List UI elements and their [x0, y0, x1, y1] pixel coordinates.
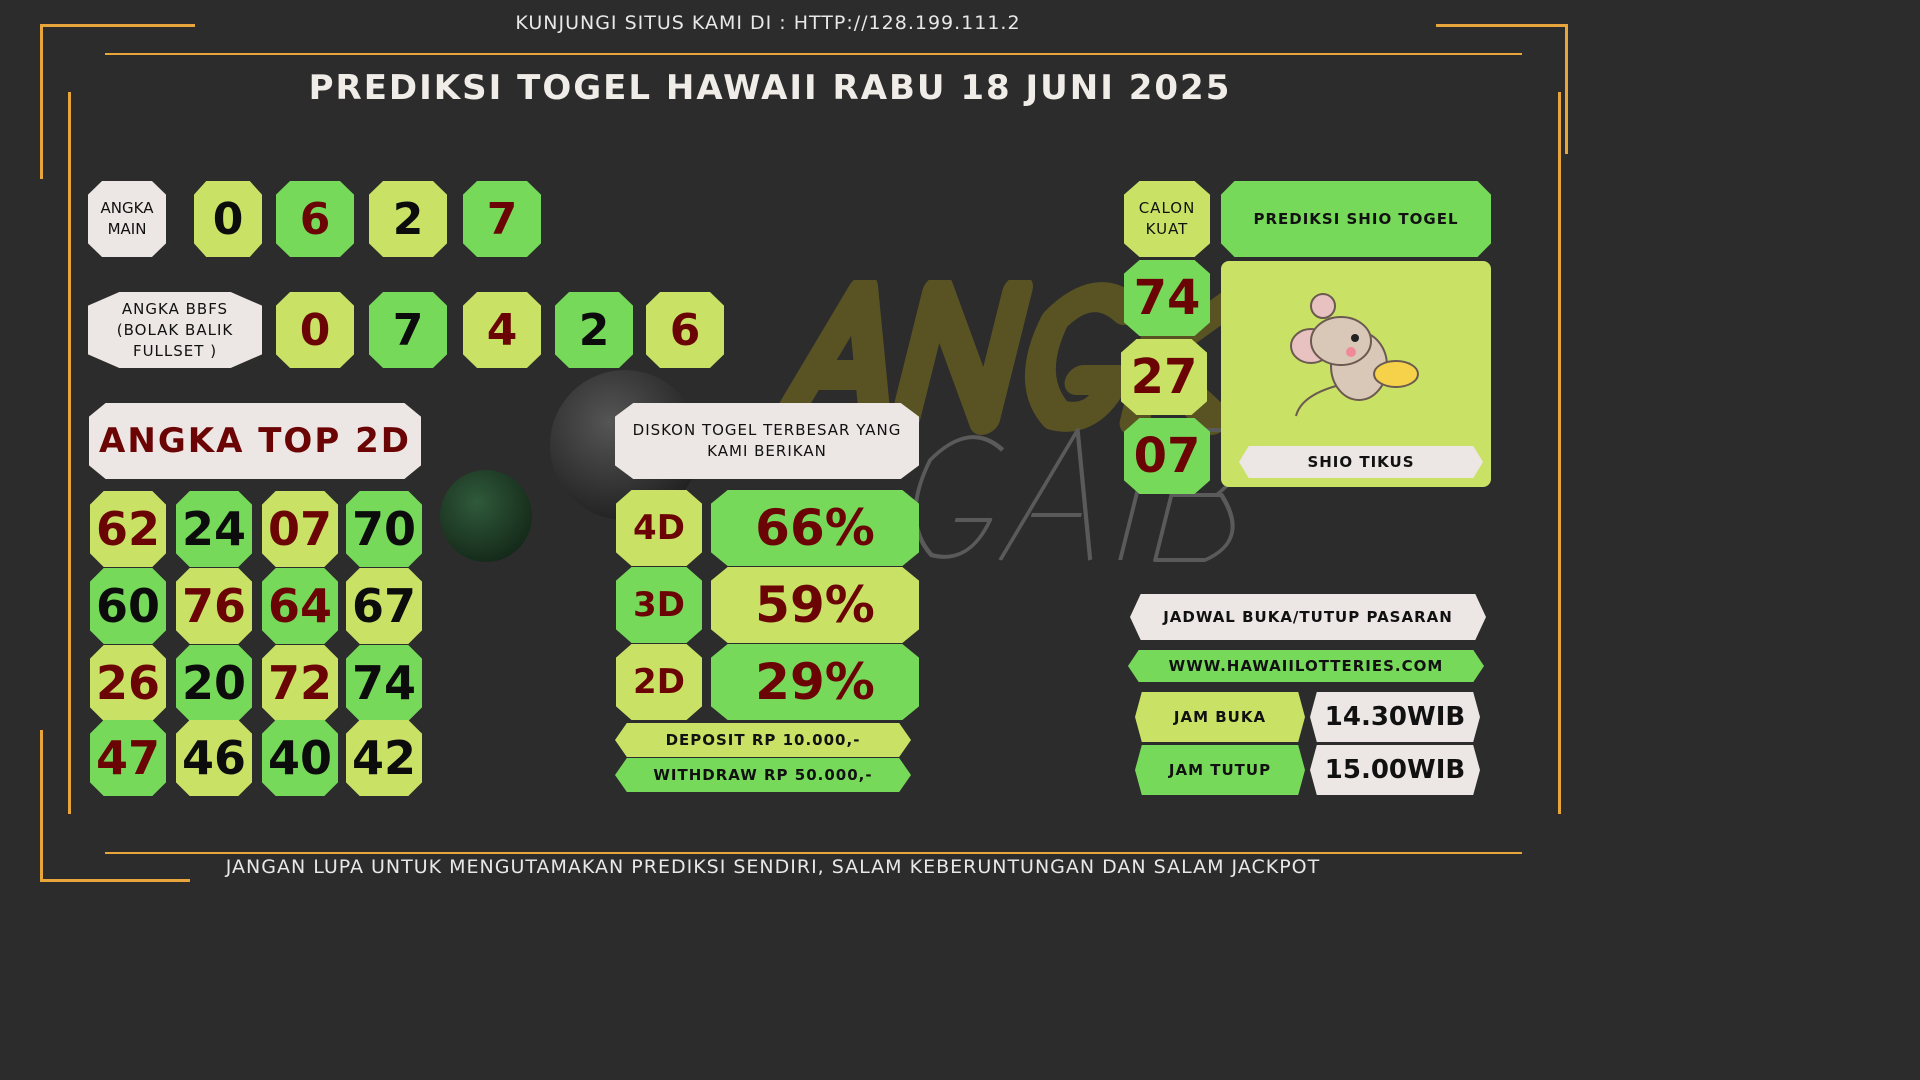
main-digit: 2 [369, 181, 447, 257]
calon-number: 74 [1124, 260, 1210, 336]
shio-name: SHIO TIKUS [1239, 446, 1483, 478]
footer-text: JANGAN LUPA UNTUK MENGUTAMAKAN PREDIKSI … [225, 856, 1321, 878]
angka-main-label: ANGKA MAIN [88, 181, 166, 257]
top2d-number: 47 [90, 720, 166, 796]
top2d-number: 07 [262, 491, 338, 567]
page-title: PREDIKSI TOGEL HAWAII RABU 18 JUNI 2025 [308, 68, 1232, 108]
calon-number: 27 [1121, 339, 1207, 415]
jam-tutup-value: 15.00WIB [1310, 745, 1480, 795]
top2d-number: 67 [346, 568, 422, 644]
diskon-value: 66% [711, 490, 919, 566]
bbfs-label: ANGKA BBFS (BOLAK BALIK FULLSET ) [88, 292, 262, 368]
bbfs-digit: 0 [276, 292, 354, 368]
diskon-label: DISKON TOGEL TERBESAR YANG KAMI BERIKAN [615, 403, 919, 479]
main-digit: 7 [463, 181, 541, 257]
calon-number: 07 [1124, 418, 1210, 494]
site-link[interactable]: KUNJUNGI SITUS KAMI DI : HTTP://128.199.… [515, 12, 1021, 34]
frame-line [1558, 92, 1561, 814]
top2d-number: 46 [176, 720, 252, 796]
diskon-type: 3D [616, 567, 702, 643]
frame-line [40, 24, 43, 179]
frame-line [68, 92, 71, 814]
jadwal-label: JADWAL BUKA/TUTUP PASARAN [1130, 594, 1486, 640]
top2d-number: 42 [346, 720, 422, 796]
main-digit: 6 [276, 181, 354, 257]
jam-buka-value: 14.30WIB [1310, 692, 1480, 742]
top2d-number: 72 [262, 645, 338, 721]
frame-line [1436, 24, 1568, 27]
jam-buka-label: JAM BUKA [1135, 692, 1305, 742]
top2d-label: ANGKA TOP 2D [89, 403, 421, 479]
withdraw-info: WITHDRAW RP 50.000,- [615, 758, 911, 792]
main-digit: 0 [194, 181, 262, 257]
top2d-number: 76 [176, 568, 252, 644]
bbfs-digit: 4 [463, 292, 541, 368]
jam-tutup-label: JAM TUTUP [1135, 745, 1305, 795]
diskon-value: 59% [711, 567, 919, 643]
shio-card: SHIO TIKUS [1221, 261, 1491, 487]
diskon-value: 29% [711, 644, 919, 720]
frame-line [1565, 24, 1568, 154]
top2d-number: 24 [176, 491, 252, 567]
diskon-type: 4D [616, 490, 702, 566]
rat-icon [1290, 293, 1419, 417]
deposit-info: DEPOSIT RP 10.000,- [615, 723, 911, 757]
market-url[interactable]: WWW.HAWAIILOTTERIES.COM [1128, 650, 1484, 682]
top2d-number: 60 [90, 568, 166, 644]
frame-line [105, 53, 1522, 55]
diskon-type: 2D [616, 644, 702, 720]
top2d-number: 62 [90, 491, 166, 567]
bbfs-digit: 6 [646, 292, 724, 368]
top2d-number: 20 [176, 645, 252, 721]
frame-line [105, 852, 1522, 854]
frame-line [40, 24, 195, 27]
calon-kuat-label: CALON KUAT [1124, 181, 1210, 257]
top2d-number: 40 [262, 720, 338, 796]
billiard-ball-icon [440, 470, 532, 562]
top2d-number: 70 [346, 491, 422, 567]
frame-line [40, 879, 190, 882]
top2d-number: 26 [90, 645, 166, 721]
top2d-number: 64 [262, 568, 338, 644]
bbfs-digit: 2 [555, 292, 633, 368]
frame-line [40, 730, 43, 882]
shio-label: PREDIKSI SHIO TOGEL [1221, 181, 1491, 257]
top2d-number: 74 [346, 645, 422, 721]
bbfs-digit: 7 [369, 292, 447, 368]
